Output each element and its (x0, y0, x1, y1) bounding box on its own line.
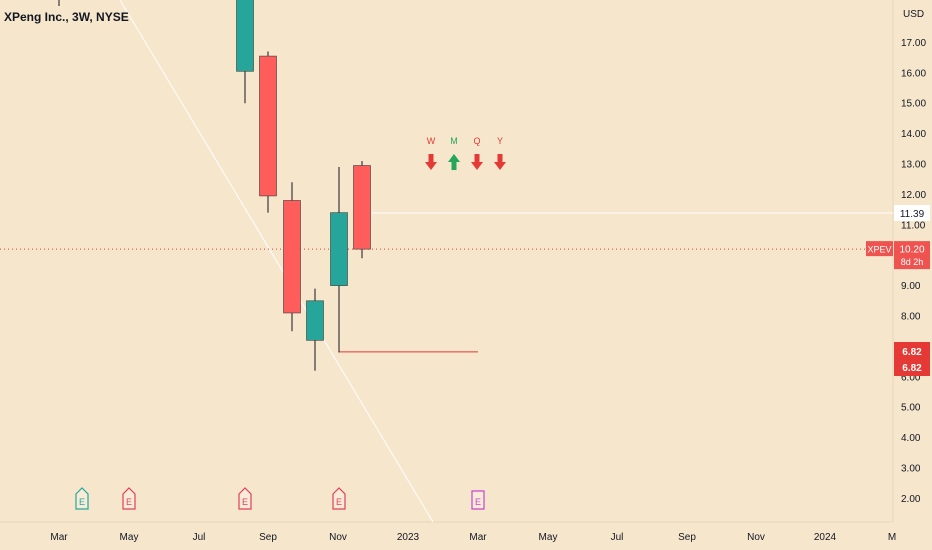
earnings-marker-icon[interactable] (471, 490, 485, 510)
earnings-marker-label: E (79, 497, 85, 507)
candle-body[interactable] (330, 212, 348, 286)
y-tick-label: 3.00 (901, 464, 921, 475)
candle-body[interactable] (283, 200, 301, 314)
x-tick-label: Nov (329, 532, 347, 543)
x-tick-label: May (539, 532, 558, 543)
x-tick-label: 2024 (814, 532, 837, 543)
signal-label: Q (473, 136, 480, 146)
low-price-tag-bg (894, 342, 930, 376)
symbol-tag-bg (866, 241, 893, 257)
x-tick-label: Mar (469, 532, 487, 543)
y-tick-label: 11.00 (901, 220, 926, 231)
arrow-down-icon (471, 154, 483, 170)
earnings-marker-icon[interactable] (332, 487, 346, 510)
y-tick-label: 2.00 (901, 494, 921, 505)
earnings-marker-label: E (242, 497, 248, 507)
current-price-tag-bg (894, 241, 930, 270)
y-tick-label: 9.00 (901, 281, 921, 292)
earnings-marker-label: E (126, 497, 132, 507)
x-tick-label: Nov (747, 532, 765, 543)
x-tick-label: Sep (259, 532, 277, 543)
candle-body[interactable] (353, 165, 371, 250)
y-tick-label: 4.00 (901, 433, 921, 444)
y-tick-label: 15.00 (901, 99, 926, 110)
earnings-marker-icon[interactable] (75, 487, 89, 510)
signal-label: M (450, 136, 458, 146)
low-price-label: 6.82 (902, 347, 922, 358)
y-tick-label: 6.00 (901, 372, 921, 383)
candle-body[interactable] (306, 300, 324, 341)
y-tick-label: 14.00 (901, 129, 926, 140)
signal-label: W (427, 136, 436, 146)
chart-title: XPeng Inc., 3W, NYSE (4, 10, 129, 24)
symbol-tag: XPEV (867, 245, 891, 255)
earnings-marker-label: E (475, 497, 481, 507)
earnings-marker-icon[interactable] (238, 487, 252, 510)
y-tick-label: 5.00 (901, 403, 921, 414)
x-tick-label: M (888, 532, 896, 543)
arrow-down-icon (494, 154, 506, 170)
x-tick-label: May (120, 532, 139, 543)
price-label-resistance: 11.39 (900, 209, 925, 220)
arrow-down-icon (425, 154, 437, 170)
x-tick-label: Sep (678, 532, 696, 543)
candle-body[interactable] (259, 55, 277, 197)
low-price-label: 6.82 (902, 363, 922, 374)
signal-label: Y (497, 136, 503, 146)
arrow-up-icon (448, 154, 460, 170)
current-price-value: 10.20 (899, 245, 924, 256)
price-label-resistance-bg (894, 204, 930, 221)
x-tick-label: 2023 (397, 532, 420, 543)
earnings-marker-icon[interactable] (122, 487, 136, 510)
y-tick-label: 16.00 (901, 68, 926, 79)
trend-line (119, 0, 434, 523)
countdown-label: 8d 2h (901, 257, 924, 267)
x-tick-label: Jul (611, 532, 624, 543)
y-tick-label: 17.00 (901, 38, 926, 49)
y-tick-label: 13.00 (901, 160, 926, 171)
earnings-marker-label: E (336, 497, 342, 507)
candle-body[interactable] (236, 0, 254, 72)
x-tick-label: Mar (50, 532, 68, 543)
y-tick-label: 8.00 (901, 312, 921, 323)
y-tick-label: 12.00 (901, 190, 926, 201)
x-tick-label: Jul (193, 532, 206, 543)
currency-label: USD (903, 9, 924, 20)
